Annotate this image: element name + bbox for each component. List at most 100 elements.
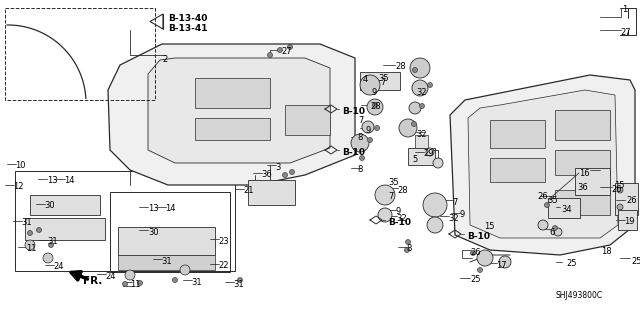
Circle shape [427, 217, 443, 233]
Circle shape [477, 268, 483, 272]
Polygon shape [285, 105, 330, 135]
Text: 34: 34 [561, 205, 572, 214]
Polygon shape [30, 195, 100, 215]
Text: 31: 31 [191, 278, 202, 287]
Text: 17: 17 [496, 261, 507, 270]
Text: 26: 26 [626, 196, 637, 205]
Circle shape [413, 68, 417, 72]
Circle shape [278, 48, 282, 53]
Text: 13: 13 [148, 204, 159, 213]
Text: 30: 30 [148, 228, 159, 237]
Bar [15, 171, 235, 271]
Circle shape [362, 121, 374, 133]
Circle shape [375, 185, 395, 205]
Circle shape [287, 44, 292, 49]
Text: 32: 32 [448, 214, 459, 223]
Circle shape [351, 134, 369, 152]
Polygon shape [25, 218, 105, 240]
Circle shape [412, 122, 417, 127]
Circle shape [406, 240, 410, 244]
Text: 36: 36 [261, 170, 272, 179]
Circle shape [378, 208, 392, 222]
Text: 8: 8 [357, 133, 362, 142]
Text: 27: 27 [620, 28, 630, 37]
Text: B-10: B-10 [342, 148, 365, 157]
Circle shape [25, 240, 35, 250]
Circle shape [173, 278, 177, 283]
Text: 2: 2 [162, 55, 167, 64]
Text: 31: 31 [21, 218, 31, 227]
Circle shape [374, 125, 380, 130]
Text: 25: 25 [566, 259, 577, 268]
Polygon shape [615, 183, 638, 215]
Text: 9: 9 [396, 207, 401, 216]
Text: B-13-41: B-13-41 [168, 24, 207, 33]
Circle shape [367, 99, 383, 115]
Text: 31: 31 [161, 257, 172, 266]
Text: 14: 14 [64, 176, 74, 185]
Circle shape [36, 227, 42, 233]
Polygon shape [450, 75, 635, 255]
Text: B-13-40: B-13-40 [168, 14, 207, 23]
Text: 8: 8 [406, 244, 412, 253]
Text: 5: 5 [412, 155, 417, 164]
Text: B-10: B-10 [467, 232, 490, 241]
Text: 28: 28 [370, 102, 381, 111]
Text: 15: 15 [484, 222, 495, 231]
Text: 21: 21 [243, 186, 253, 195]
Text: 35: 35 [547, 196, 557, 205]
Polygon shape [248, 180, 295, 205]
Circle shape [538, 220, 548, 230]
Text: 29: 29 [423, 149, 433, 158]
Text: 36: 36 [577, 183, 588, 192]
Circle shape [419, 103, 424, 108]
Circle shape [423, 193, 447, 217]
Circle shape [138, 280, 143, 286]
Text: SHJ493800C: SHJ493800C [556, 291, 603, 300]
Circle shape [180, 265, 190, 275]
Circle shape [470, 250, 476, 256]
Circle shape [43, 253, 53, 263]
Polygon shape [468, 90, 618, 238]
Bar [110, 192, 230, 272]
Text: 32: 32 [416, 88, 427, 97]
Text: 16: 16 [579, 169, 589, 178]
Circle shape [409, 102, 421, 114]
Text: 25: 25 [631, 257, 640, 266]
Circle shape [404, 248, 410, 253]
Text: 11: 11 [130, 280, 141, 289]
Polygon shape [360, 72, 400, 90]
Circle shape [399, 119, 417, 137]
Polygon shape [490, 120, 545, 148]
Circle shape [410, 58, 430, 78]
Circle shape [617, 204, 623, 210]
Text: FR.: FR. [83, 276, 102, 286]
Polygon shape [618, 210, 637, 230]
Circle shape [237, 278, 243, 283]
Text: 30: 30 [44, 201, 54, 210]
Text: 6: 6 [549, 228, 554, 237]
Circle shape [554, 228, 562, 236]
Circle shape [360, 155, 365, 160]
Circle shape [289, 169, 294, 174]
Text: 9: 9 [365, 126, 371, 135]
Text: 19: 19 [624, 217, 634, 226]
Text: 14: 14 [165, 204, 175, 213]
Circle shape [122, 281, 127, 286]
Text: 10: 10 [15, 161, 26, 170]
Text: 7: 7 [388, 192, 394, 201]
Text: 1: 1 [622, 5, 627, 14]
Text: 28: 28 [395, 62, 406, 71]
Text: B-10: B-10 [342, 107, 365, 116]
Polygon shape [415, 135, 428, 148]
Circle shape [360, 75, 380, 95]
Polygon shape [490, 158, 545, 182]
Circle shape [545, 203, 550, 207]
Text: 26: 26 [537, 192, 548, 201]
Text: B-10: B-10 [388, 218, 411, 227]
Circle shape [282, 173, 287, 177]
Text: 11: 11 [26, 244, 36, 253]
Circle shape [367, 137, 372, 143]
Text: 3: 3 [275, 163, 280, 172]
Circle shape [412, 80, 428, 96]
